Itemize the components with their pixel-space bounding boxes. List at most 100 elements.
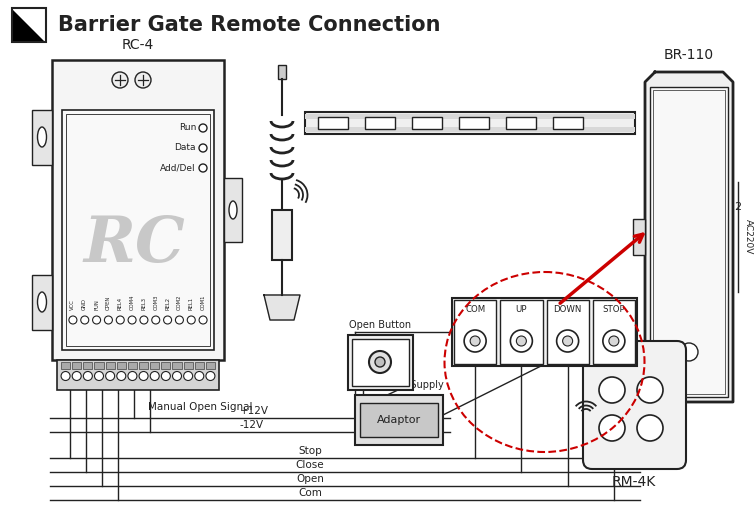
Circle shape — [603, 330, 625, 352]
Text: Run: Run — [179, 123, 196, 132]
Bar — [117, 362, 126, 369]
Bar — [61, 362, 70, 369]
Polygon shape — [12, 8, 46, 42]
Text: REL2: REL2 — [165, 297, 170, 310]
Circle shape — [599, 377, 625, 403]
Circle shape — [173, 372, 182, 381]
Circle shape — [556, 330, 578, 352]
Text: REL1: REL1 — [188, 297, 194, 310]
Circle shape — [69, 316, 77, 324]
Bar — [52, 60, 224, 360]
Bar — [94, 362, 103, 369]
Text: COM: COM — [465, 306, 486, 314]
Circle shape — [106, 372, 115, 381]
Circle shape — [117, 372, 126, 381]
Circle shape — [139, 372, 148, 381]
Text: Close: Close — [296, 460, 324, 470]
Bar — [318, 117, 348, 129]
Bar — [206, 362, 215, 369]
Circle shape — [464, 330, 486, 352]
Bar — [161, 362, 170, 369]
Text: COM2: COM2 — [177, 295, 182, 310]
Circle shape — [199, 124, 207, 132]
Circle shape — [516, 336, 526, 346]
Bar — [173, 362, 182, 369]
Bar — [57, 360, 219, 390]
Bar — [139, 362, 148, 369]
Bar — [454, 300, 496, 364]
Circle shape — [94, 372, 103, 381]
Circle shape — [128, 316, 136, 324]
Circle shape — [199, 316, 207, 324]
Circle shape — [637, 415, 663, 441]
Bar — [224, 178, 242, 242]
Text: FUN: FUN — [94, 299, 99, 310]
Text: COM4: COM4 — [130, 295, 134, 310]
Bar — [278, 65, 286, 79]
Bar — [183, 362, 193, 369]
Text: RM-4K: RM-4K — [612, 475, 656, 489]
Bar — [83, 362, 93, 369]
Bar — [12, 8, 46, 42]
Bar — [106, 362, 115, 369]
Circle shape — [609, 336, 619, 346]
Bar — [365, 117, 395, 129]
Circle shape — [112, 72, 128, 88]
Bar — [32, 275, 52, 330]
Circle shape — [195, 372, 204, 381]
Circle shape — [510, 330, 532, 352]
Bar — [305, 127, 635, 132]
Circle shape — [84, 372, 92, 381]
Bar — [32, 110, 52, 165]
Text: UP: UP — [516, 306, 527, 314]
Text: DOWN: DOWN — [553, 306, 582, 314]
Bar — [352, 339, 409, 386]
Circle shape — [637, 377, 663, 403]
FancyBboxPatch shape — [583, 341, 686, 469]
Text: OPEN: OPEN — [106, 296, 111, 310]
Circle shape — [81, 316, 89, 324]
Text: Com: Com — [298, 488, 322, 498]
Circle shape — [199, 144, 207, 152]
Circle shape — [164, 316, 172, 324]
Bar — [355, 395, 443, 445]
Bar — [459, 117, 489, 129]
Text: +12V: +12V — [240, 406, 269, 416]
Circle shape — [128, 372, 137, 381]
Polygon shape — [12, 8, 46, 42]
Circle shape — [72, 372, 81, 381]
Bar — [500, 300, 542, 364]
Circle shape — [369, 351, 391, 373]
Text: -12V: -12V — [240, 420, 264, 430]
Circle shape — [184, 372, 192, 381]
Polygon shape — [645, 72, 733, 402]
Circle shape — [680, 343, 698, 361]
Text: 12V power Supply: 12V power Supply — [354, 380, 443, 390]
Circle shape — [150, 372, 159, 381]
Circle shape — [135, 72, 151, 88]
Circle shape — [176, 316, 183, 324]
Bar — [128, 362, 137, 369]
Text: REL4: REL4 — [118, 297, 123, 310]
Circle shape — [199, 164, 207, 172]
Text: COM3: COM3 — [153, 295, 158, 310]
Circle shape — [206, 372, 215, 381]
Bar — [195, 362, 204, 369]
Bar — [506, 117, 536, 129]
Text: Data: Data — [174, 143, 196, 152]
Circle shape — [161, 372, 170, 381]
Text: VCC: VCC — [70, 299, 75, 310]
Bar — [653, 90, 725, 394]
Circle shape — [93, 316, 100, 324]
Bar — [412, 117, 442, 129]
Bar — [547, 300, 589, 364]
Text: Stop: Stop — [298, 446, 322, 456]
Circle shape — [470, 336, 480, 346]
Text: Add/Del: Add/Del — [161, 163, 196, 173]
Circle shape — [116, 316, 124, 324]
Bar — [650, 87, 728, 397]
Bar — [66, 114, 210, 346]
Circle shape — [152, 316, 160, 324]
Ellipse shape — [229, 201, 237, 219]
Ellipse shape — [38, 127, 47, 147]
